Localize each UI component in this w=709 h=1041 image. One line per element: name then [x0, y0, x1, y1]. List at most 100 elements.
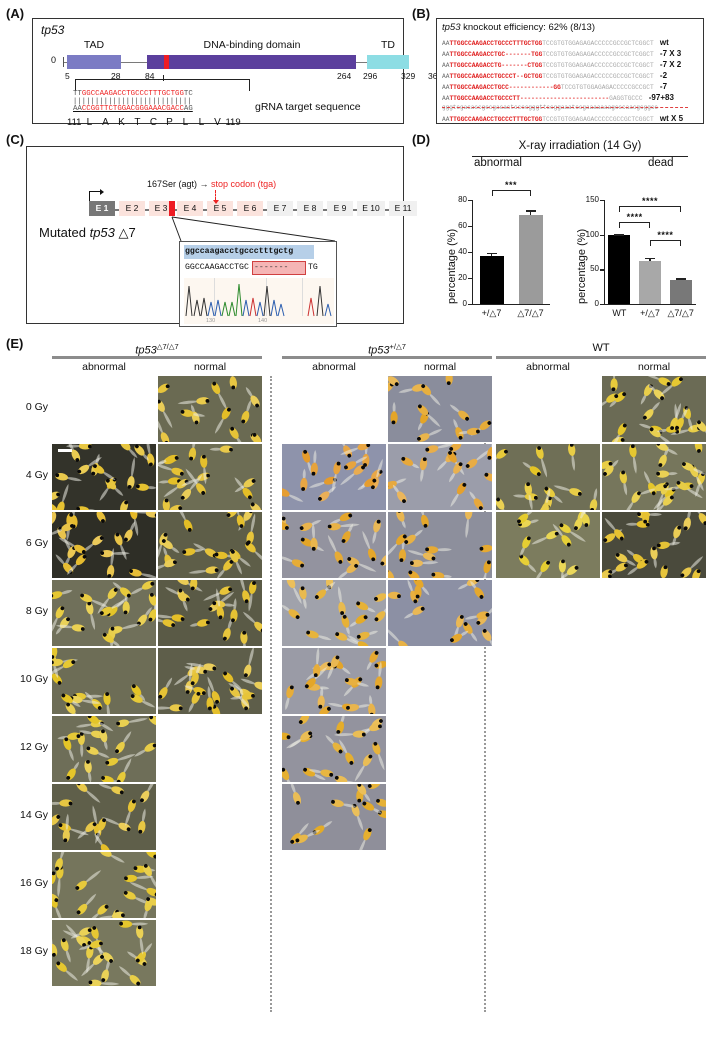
grna-brace [75, 75, 250, 91]
seq-pam-red: GCTGG [523, 73, 543, 80]
x-tick-label: △7/△7 [517, 308, 544, 318]
exon-3: E 3 [149, 201, 173, 216]
chrom-position-label: 140 [258, 318, 268, 324]
sequence-row: AATTGGCCAAGACCTG-------CTGGTCCGTGTGGAGAG… [442, 59, 700, 70]
domain-td-end: 329 [401, 71, 416, 81]
exon-5: E 5 [207, 201, 233, 216]
dose-label: 8 Gy [25, 605, 48, 617]
seq-downstream-grey: TCCGTGTGGAGAGACCCCCGCCGCTCGGCT [542, 62, 654, 69]
scale-bar [58, 449, 72, 452]
panel-b-letter: (B) [412, 6, 431, 21]
sequence-row: AATTGGCCAAGACCTGCCCTTTGCTGGTCCGTGTGGAGAG… [442, 113, 700, 124]
panel-c-letter: (C) [6, 132, 25, 147]
seq-target-red: TTGGCCAAGACCTGCCCTTTGCTGG [449, 116, 543, 123]
deletion-highlight-box [252, 261, 306, 275]
dose-label: 18 Gy [19, 945, 48, 957]
domain-dbd-start: 84 [145, 71, 155, 81]
domain-dbd-end: 264 [337, 71, 352, 81]
group-title: tp53△7/△7 [52, 342, 262, 357]
larvae-photo-cell [282, 784, 386, 850]
larvae-photo-cell [602, 376, 706, 442]
seq-pam-red: TGG [531, 51, 543, 58]
amino-acid-row: 111 L A K T C P L L V 119 [67, 117, 241, 128]
aa-residue: K [118, 117, 125, 128]
column-header-normal: normal [193, 361, 227, 373]
larvae-photo-cell [158, 444, 262, 510]
sequence-row: AATTGGCCAAGACCTGC-------TGGTCCGTGTGGAGAG… [442, 48, 700, 59]
sequencing-chromatogram-panel: ggccaagacctgccctttgctg GGCCAAGACCTGC ---… [179, 241, 337, 327]
aa-residue: L [198, 117, 205, 128]
panel-d-subtitle-abnormal: abnormal [474, 157, 522, 169]
column-header-abnormal: abnormal [312, 361, 356, 373]
bar [479, 255, 504, 304]
domain-td-label: TD [381, 39, 395, 51]
chromatogram-bottom-right: TG [308, 263, 318, 272]
domain-tad-start: 5 [65, 71, 70, 81]
aa-residue: A [102, 117, 109, 128]
top-target-seq: GGCCAAGACCTGCCCTTTGCTGG [81, 90, 184, 98]
group-title: tp53+/△7 [282, 342, 492, 357]
allele-label: -7 X 2 [657, 60, 682, 69]
significance-stars: *** [504, 180, 517, 190]
error-cap [645, 258, 655, 260]
chromatogram-trace-area: 130 140 [184, 278, 334, 324]
sequence-row: AATTGGCCAAGACCTGCC------------GGTCCGTGTG… [442, 81, 700, 92]
larvae-photo-cell [602, 444, 706, 510]
panel-a-box: tp53 0 TAD 5 28 DNA-binding domain 84 26… [32, 18, 442, 128]
significance-stars: **** [657, 230, 674, 240]
larvae-photo-cell [388, 512, 492, 578]
group-rule [282, 356, 492, 359]
stop-codon-label: stop codon (tga) [211, 179, 277, 189]
error-cap [525, 210, 536, 212]
insertion-arrow-icon [442, 107, 688, 108]
error-cap [614, 234, 625, 236]
exon-7: E 7 [267, 201, 293, 216]
larvae-photo-cell [282, 648, 386, 714]
panel-e: (E) tp53△7/△7 abnormal normal tp53+/△7 abnor… [4, 334, 706, 1039]
chrom-gridline [266, 278, 267, 316]
grna-target-sequence-label: gRNA target sequence [255, 101, 361, 113]
seq-downstream-grey: TCCGTGTGGAGAGACCCCCGCCGCTCGGCT [542, 116, 654, 123]
seq-target-red: TTGGCCAAGACCTGCC [449, 84, 509, 91]
panel-d-subtitle-dead: dead [648, 157, 674, 169]
group-rule [496, 356, 706, 359]
y-tick [600, 304, 604, 306]
aa-residue: P [166, 117, 173, 128]
sequence-row: AATTGGCCAAGACCTGCCCTT-------------------… [442, 92, 700, 103]
larvae-photo-cell [158, 648, 262, 714]
significance-stars: **** [641, 196, 658, 206]
seq-prefix: AA [442, 73, 450, 80]
axis-zero-label: 0 [51, 55, 57, 65]
chromatogram-mutant-seq: GGCCAAGACCTGC [185, 261, 249, 275]
chrom-top-tail: gctg [273, 247, 294, 256]
larvae-photo-cell [496, 444, 600, 510]
group-separator [270, 376, 272, 1012]
y-tick-label: 0 [462, 299, 467, 308]
dose-label: 14 Gy [19, 809, 48, 821]
exon-9: E 9 [327, 201, 353, 216]
dose-label: 16 Gy [19, 877, 48, 889]
exon-4: E 4 [177, 201, 203, 216]
group-separator [484, 376, 486, 1012]
grna-target-marker [164, 55, 169, 69]
y-tick-label: 100 [585, 229, 599, 239]
seq-deletion-dashes: ------- [501, 62, 528, 69]
panel-a: (A) tp53 0 TAD 5 28 DNA-binding domain 8… [4, 4, 442, 128]
chrom-position-label: 130 [206, 318, 216, 324]
exon-1: E 1 [89, 201, 115, 216]
bar [639, 261, 661, 304]
larvae-photo-cell [52, 920, 156, 986]
domain-td-start: 296 [363, 71, 378, 81]
aa-start-number: 111 [67, 117, 82, 128]
group-genotype: △7/△7 [156, 342, 179, 351]
bar [518, 214, 543, 304]
larvae-photo-cell [52, 512, 156, 578]
larvae-photo-cell [52, 852, 156, 918]
larvae-photo-cell [52, 784, 156, 850]
exon-11: E 11 [389, 201, 417, 216]
seq-downstream-grey: GAGGTGCCC [609, 95, 643, 102]
significance-bracket [491, 190, 531, 196]
seq-deletion-dashes: ------------ [508, 84, 554, 91]
domain-td [367, 55, 409, 69]
y-axis-label: percentage (%) [576, 228, 588, 304]
